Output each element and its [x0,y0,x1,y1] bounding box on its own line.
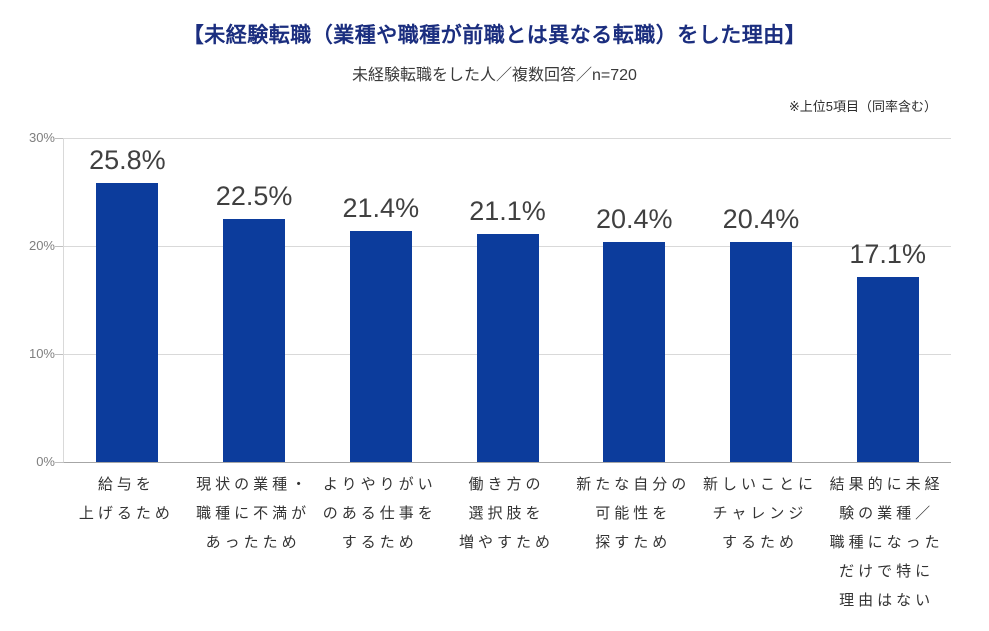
category-label: 給与を 上げるため [78,476,174,522]
bar-value-label: 22.5% [215,181,293,211]
bar [476,234,539,462]
category-label: 現状の業種・ 職種に不満が あったため [196,476,311,551]
bar-column: 17.1% [824,138,951,462]
y-tick-label: 20% [28,238,55,253]
bar [603,241,666,462]
bar-value-label: 21.1% [469,196,546,227]
bar [96,183,159,462]
category-label: 新たな自分の 可能性を 探すため [576,476,691,551]
category-label: 新しいことに チャレンジ するため [702,476,817,551]
bar-column: 20.4% [571,138,698,462]
bars-layer: 25.8% 22.5% 21.4% 21.1% 20.4% 20.4% 17.1% [64,138,951,462]
bar-value-label: 20.4% [595,203,673,234]
y-tick-label: 30% [28,130,55,145]
y-axis-tick [55,354,63,355]
y-tick-label: 10% [28,346,55,361]
category-label: よりやりがい のある仕事を するため [322,476,437,551]
bar-column: 21.4% [317,138,444,462]
bar [223,219,286,462]
y-axis-tick [55,138,63,139]
grid-line [64,138,951,139]
bar [349,230,412,462]
bar-column: 20.4% [698,138,825,462]
y-axis-tick [55,246,63,247]
chart-subtitle: 未経験転職をした人／複数回答／n=720 [352,67,637,84]
bar [856,277,919,462]
bar-value-label: 21.4% [342,192,420,223]
category-label: 結果的に未経 験の業種／ 職種になった だけで特に 理由はない [829,476,944,609]
y-axis-tick [55,462,63,463]
bar-column: 21.1% [444,138,571,462]
bar [729,241,792,462]
y-tick-label: 0% [36,454,55,469]
x-axis-labels: 給与を 上げるため 現状の業種・ 職種に不満が あったため よりやりがい のある仕事… [63,470,950,615]
plot-area: 25.8% 22.5% 21.4% 21.1% 20.4% 20.4% 17.1% [55,138,951,463]
bar-value-label: 20.4% [722,203,800,234]
bar-column: 25.8% [64,138,191,462]
category-label: 働き方の 選択肢を 増やすため [459,476,555,551]
bar-value-label: 17.1% [849,239,926,270]
chart-title: 【未経験転職（業種や職種が前職とは異なる転職）をした理由】 [182,24,807,47]
chart-note: ※上位5項目（同率含む） [788,99,937,114]
bar-value-label: 25.8% [89,145,166,176]
bar-column: 22.5% [191,138,318,462]
